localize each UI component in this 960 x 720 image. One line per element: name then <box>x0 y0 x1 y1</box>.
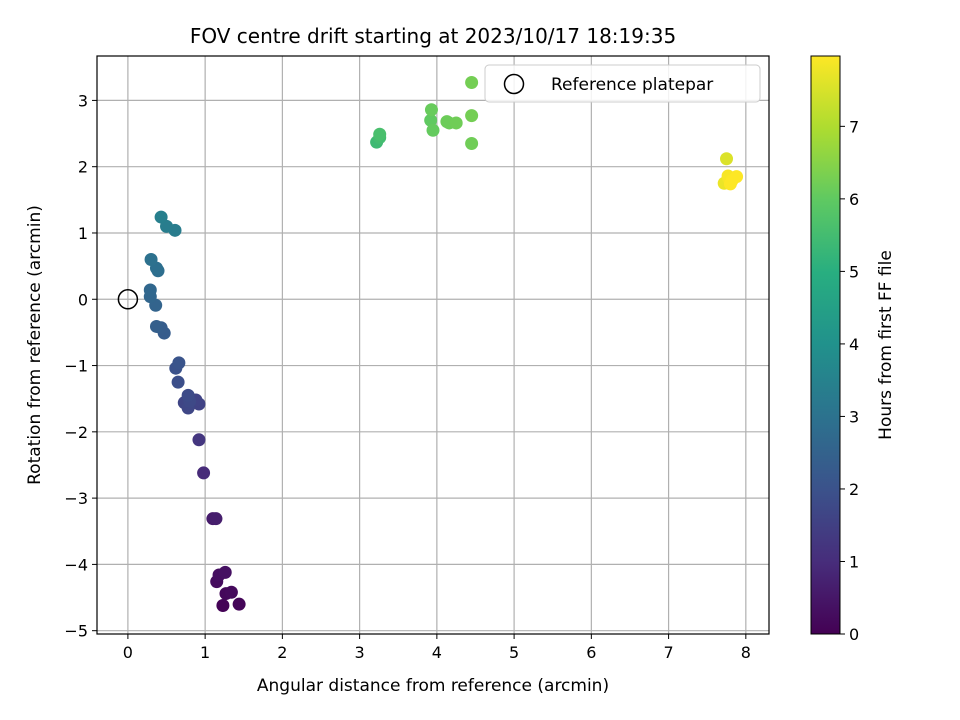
data-point <box>143 283 157 297</box>
data-point <box>192 433 206 447</box>
scatter-points <box>143 76 744 612</box>
colorbar-gradient <box>810 55 841 635</box>
legend: Reference platepar <box>484 64 761 103</box>
legend-box <box>484 64 761 103</box>
data-point <box>172 356 186 370</box>
x-axis-ticks: 0 1 2 3 4 5 6 7 8 <box>123 634 751 662</box>
data-point <box>218 565 232 579</box>
y-tick-label: −2 <box>64 423 88 442</box>
data-point <box>723 177 737 191</box>
data-point <box>449 116 463 130</box>
data-point <box>373 127 387 141</box>
data-point <box>209 512 223 526</box>
data-point <box>465 76 479 90</box>
colorbar-tick-label: 3 <box>849 407 859 426</box>
y-tick-label: 0 <box>78 290 88 309</box>
x-axis-label: Angular distance from reference (arcmin) <box>257 676 609 696</box>
x-tick-label: 6 <box>586 643 596 662</box>
data-point <box>216 598 230 612</box>
colorbar-tick-label: 0 <box>849 625 859 644</box>
y-tick-label: −5 <box>64 622 88 641</box>
data-point <box>465 136 479 150</box>
grid-lines <box>97 56 769 634</box>
data-point <box>465 109 479 123</box>
colorbar-tick-label: 4 <box>849 335 859 354</box>
colorbar-tick-label: 2 <box>849 480 859 499</box>
y-tick-label: 2 <box>78 158 88 177</box>
x-tick-label: 0 <box>123 643 133 662</box>
y-tick-label: −4 <box>64 555 88 574</box>
x-tick-label: 4 <box>432 643 442 662</box>
legend-label: Reference platepar <box>551 75 713 95</box>
y-tick-label: −1 <box>64 357 88 376</box>
colorbar-tick-label: 7 <box>849 117 859 136</box>
colorbar-label: Hours from first FF file <box>876 250 896 440</box>
data-point <box>426 123 440 137</box>
data-point <box>154 210 168 224</box>
data-point <box>181 388 195 402</box>
x-tick-label: 1 <box>200 643 210 662</box>
colorbar-ticks: 0 1 2 3 4 5 6 7 <box>840 117 859 644</box>
plot-frame <box>96 55 770 635</box>
x-tick-label: 8 <box>741 643 751 662</box>
x-tick-label: 5 <box>509 643 519 662</box>
y-tick-label: −3 <box>64 489 88 508</box>
colorbar-tick-label: 6 <box>849 190 859 209</box>
data-point <box>171 375 185 389</box>
y-tick-label: 3 <box>78 91 88 110</box>
data-point <box>197 466 211 480</box>
y-tick-label: 1 <box>78 224 88 243</box>
data-point <box>424 103 438 117</box>
legend-reference-marker <box>503 73 525 95</box>
x-tick-label: 7 <box>663 643 673 662</box>
data-point <box>720 152 734 166</box>
data-point <box>232 597 246 611</box>
data-point <box>144 252 158 266</box>
reference-marker <box>117 289 139 310</box>
data-point <box>149 319 163 333</box>
colorbar-tick-label: 1 <box>849 552 859 571</box>
x-tick-label: 2 <box>277 643 287 662</box>
chart-title: FOV centre drift starting at 2023/10/17 … <box>190 24 676 48</box>
x-tick-label: 3 <box>355 643 365 662</box>
colorbar: 0 1 2 3 4 5 6 7 Hours from first FF file <box>810 55 896 644</box>
data-point <box>424 113 438 127</box>
data-point <box>224 585 238 599</box>
y-axis-label: Rotation from reference (arcmin) <box>25 205 45 485</box>
y-axis-ticks: −5 −4 −3 −2 −1 0 1 2 3 <box>64 91 97 641</box>
colorbar-tick-label: 5 <box>849 262 859 281</box>
